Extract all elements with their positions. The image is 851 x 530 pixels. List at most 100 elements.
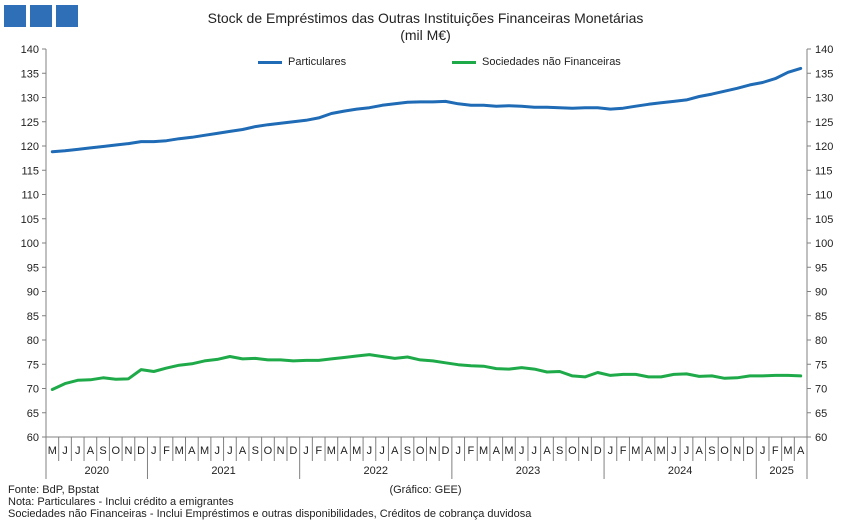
legend-swatch-snf xyxy=(452,60,476,64)
x-month-label: D xyxy=(442,445,450,457)
x-month-label: J xyxy=(608,445,614,457)
y-tick-label-left: 120 xyxy=(21,141,39,153)
note-particulares: Nota: Particulares - Inclui crédito a em… xyxy=(8,496,234,508)
note-source: Fonte: BdP, Bpstat xyxy=(8,484,99,496)
y-tick-label-right: 115 xyxy=(815,165,833,177)
x-month-label: F xyxy=(315,445,322,457)
x-year-label: 2024 xyxy=(668,465,692,477)
legend-label-particulares: Particulares xyxy=(288,56,347,68)
x-month-label: O xyxy=(568,445,577,457)
y-tick-label-left: 90 xyxy=(27,287,39,299)
x-month-label: J xyxy=(227,445,233,457)
y-tick-label-left: 105 xyxy=(21,214,39,226)
note-snf: Sociedades não Financeiras - Inclui Empr… xyxy=(8,508,532,520)
x-month-label: J xyxy=(671,445,677,457)
x-month-label: J xyxy=(62,445,68,457)
x-year-label: 2025 xyxy=(769,465,793,477)
brand-logo xyxy=(4,5,78,27)
y-tick-label-right: 90 xyxy=(815,287,827,299)
x-month-label: S xyxy=(99,445,106,457)
y-tick-label-right: 105 xyxy=(815,214,833,226)
x-month-label: O xyxy=(264,445,273,457)
logo-square xyxy=(30,5,52,27)
y-tick-label-right: 110 xyxy=(815,190,833,202)
y-tick-label-right: 80 xyxy=(815,335,827,347)
y-tick-label-right: 135 xyxy=(815,68,833,80)
y-tick-label-right: 125 xyxy=(815,117,833,129)
y-tick-label-left: 135 xyxy=(21,68,39,80)
x-month-label: A xyxy=(543,445,551,457)
y-tick-label-right: 95 xyxy=(815,262,827,274)
x-month-label: M xyxy=(200,445,209,457)
y-tick-label-right: 130 xyxy=(815,93,833,105)
y-tick-label-left: 100 xyxy=(21,238,39,250)
y-tick-label-left: 130 xyxy=(21,93,39,105)
x-month-label: J xyxy=(519,445,525,457)
y-tick-label-left: 70 xyxy=(27,384,39,396)
legend-item-snf: Sociedades não Financeiras xyxy=(452,56,621,68)
x-month-label: D xyxy=(289,445,297,457)
x-month-label: N xyxy=(277,445,285,457)
chart-title: Stock de Empréstimos das Outras Institui… xyxy=(0,10,851,44)
x-month-label: A xyxy=(696,445,704,457)
x-month-label: M xyxy=(327,445,336,457)
y-tick-label-left: 85 xyxy=(27,311,39,323)
x-year-label: 2023 xyxy=(516,465,540,477)
x-month-label: J xyxy=(532,445,538,457)
y-tick-label-right: 65 xyxy=(815,408,827,420)
x-month-label: M xyxy=(479,445,488,457)
x-month-label: O xyxy=(720,445,729,457)
x-month-label: O xyxy=(416,445,425,457)
x-month-label: D xyxy=(137,445,145,457)
x-month-label: A xyxy=(87,445,95,457)
y-tick-label-left: 115 xyxy=(21,165,39,177)
x-month-label: M xyxy=(175,445,184,457)
x-month-label: A xyxy=(797,445,805,457)
x-month-label: N xyxy=(733,445,741,457)
x-month-label: M xyxy=(504,445,513,457)
y-tick-label-left: 60 xyxy=(27,432,39,444)
x-year-label: 2020 xyxy=(84,465,108,477)
x-month-label: J xyxy=(455,445,461,457)
y-tick-label-right: 75 xyxy=(815,359,827,371)
y-tick-label-left: 140 xyxy=(21,44,39,56)
x-month-label: A xyxy=(188,445,196,457)
series-line-particulares xyxy=(50,66,803,154)
y-tick-label-right: 140 xyxy=(815,44,833,56)
y-tick-label-right: 85 xyxy=(815,311,827,323)
x-month-label: F xyxy=(620,445,627,457)
x-month-label: O xyxy=(111,445,120,457)
x-month-label: M xyxy=(631,445,640,457)
y-tick-label-left: 65 xyxy=(27,408,39,420)
x-month-label: S xyxy=(556,445,563,457)
x-month-label: S xyxy=(404,445,411,457)
x-month-label: A xyxy=(340,445,348,457)
legend-label-snf: Sociedades não Financeiras xyxy=(482,56,621,68)
logo-square xyxy=(4,5,26,27)
y-tick-label-left: 75 xyxy=(27,359,39,371)
x-month-label: A xyxy=(645,445,653,457)
x-month-label: J xyxy=(760,445,766,457)
y-tick-label-left: 80 xyxy=(27,335,39,347)
x-year-label: 2022 xyxy=(364,465,388,477)
x-month-label: J xyxy=(684,445,690,457)
y-tick-label-left: 110 xyxy=(21,190,39,202)
x-month-label: J xyxy=(367,445,373,457)
x-month-label: M xyxy=(352,445,361,457)
notes: Fonte: BdP, Bpstat Nota: Particulares - … xyxy=(8,484,531,520)
y-tick-label-right: 70 xyxy=(815,384,827,396)
y-tick-label-left: 95 xyxy=(27,262,39,274)
series-line-snf xyxy=(50,353,803,391)
x-year-label: 2021 xyxy=(211,465,235,477)
x-month-label: N xyxy=(429,445,437,457)
x-month-label: F xyxy=(163,445,170,457)
x-month-label: J xyxy=(379,445,385,457)
x-month-label: J xyxy=(214,445,220,457)
x-month-label: A xyxy=(391,445,399,457)
chart-title-line1: Stock de Empréstimos das Outras Institui… xyxy=(207,10,644,26)
x-month-label: S xyxy=(708,445,715,457)
x-month-label: A xyxy=(239,445,247,457)
x-month-label: A xyxy=(493,445,501,457)
x-month-label: J xyxy=(75,445,81,457)
